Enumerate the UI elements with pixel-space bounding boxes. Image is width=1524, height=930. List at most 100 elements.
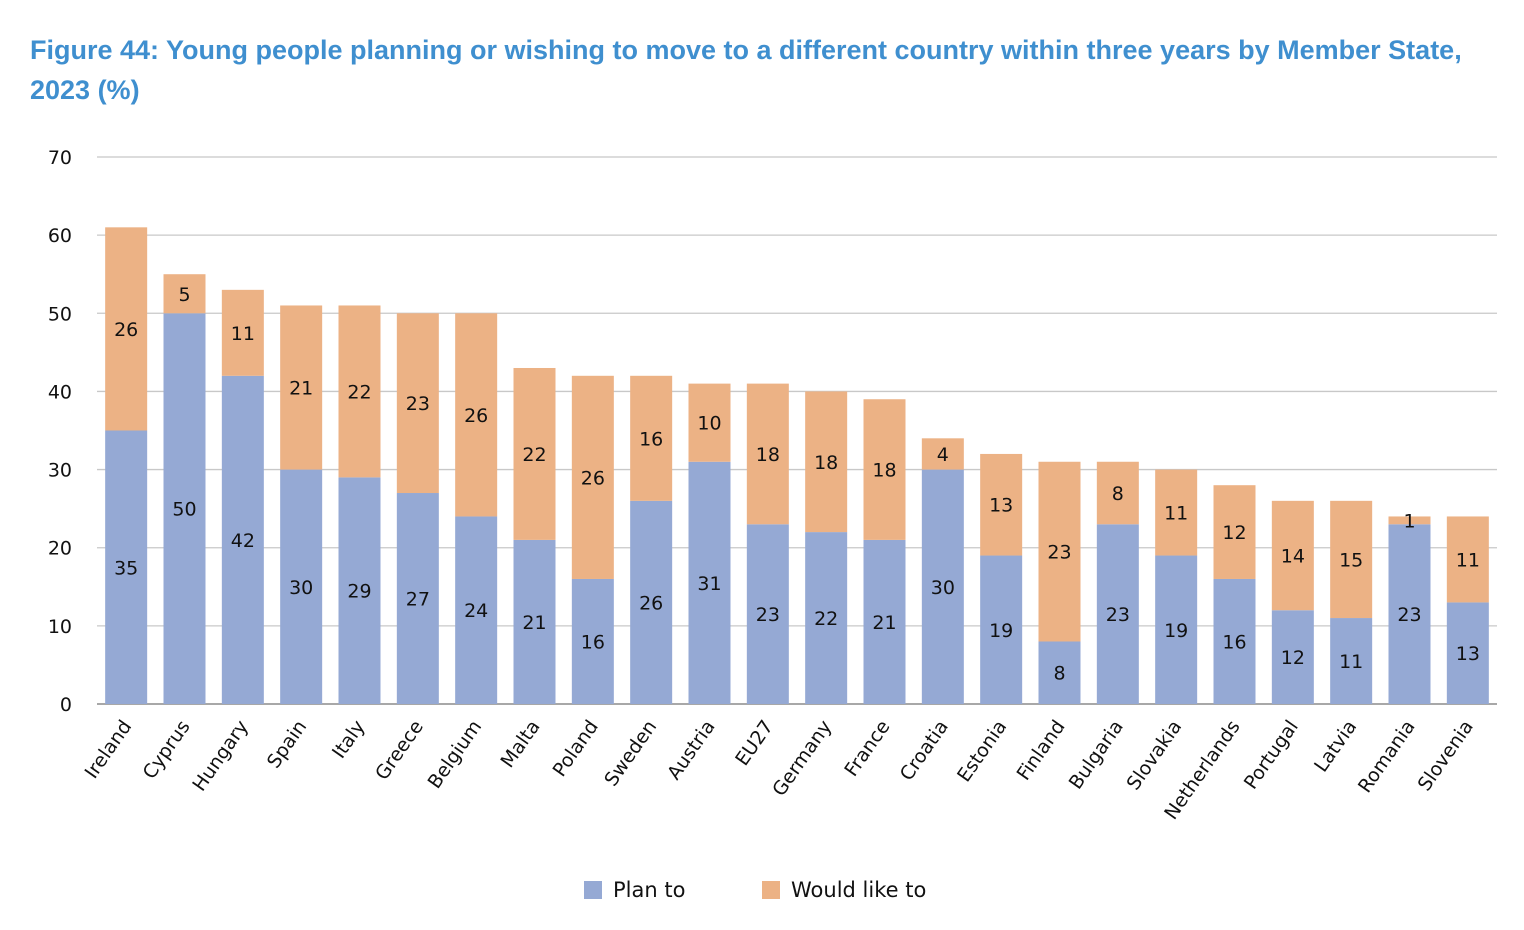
x-tick-label: France <box>840 716 894 780</box>
bar-segment-plan-to <box>1271 610 1314 704</box>
bar-segment-would-like-to <box>688 383 731 462</box>
x-tick-label: Ireland <box>81 716 137 782</box>
data-label: 8 <box>1053 663 1065 685</box>
y-tick-label: 0 <box>60 694 72 716</box>
bar-segment-plan-to <box>513 539 556 704</box>
x-tick-label: Malta <box>497 716 545 772</box>
data-label: 12 <box>1222 522 1246 544</box>
bar-segment-plan-to <box>280 469 323 704</box>
data-label: 35 <box>114 557 138 579</box>
x-tick-label: Portugal <box>1240 716 1303 793</box>
data-label: 26 <box>639 592 663 614</box>
data-label: 23 <box>1047 542 1071 564</box>
bar-segment-plan-to <box>571 578 614 704</box>
x-tick-label: Romania <box>1354 716 1420 797</box>
x-tick-label: Estonia <box>953 716 1011 786</box>
bar-segment-plan-to <box>1155 555 1198 704</box>
data-labels: 3526505421130212922272324262122162626163… <box>114 284 1480 685</box>
data-label: 30 <box>931 577 955 599</box>
data-label: 31 <box>697 573 721 595</box>
data-label: 18 <box>872 460 896 482</box>
data-label: 29 <box>347 581 371 603</box>
data-label: 16 <box>581 631 605 653</box>
bar-segment-plan-to <box>688 461 731 704</box>
data-label: 26 <box>581 467 605 489</box>
data-label: 26 <box>114 319 138 341</box>
data-label: 13 <box>1456 643 1480 665</box>
bar-segment-would-like-to <box>396 313 439 494</box>
bar-segment-would-like-to <box>1155 469 1198 556</box>
data-label: 16 <box>1222 631 1246 653</box>
bar-segment-would-like-to <box>455 313 498 517</box>
data-label: 11 <box>1164 503 1188 525</box>
data-label: 23 <box>1397 604 1421 626</box>
data-label: 22 <box>814 608 838 630</box>
data-label: 50 <box>172 499 196 521</box>
data-label: 18 <box>814 452 838 474</box>
data-label: 11 <box>231 323 255 345</box>
data-label: 19 <box>989 620 1013 642</box>
data-label: 22 <box>347 381 371 403</box>
bar-segment-would-like-to <box>863 399 906 540</box>
y-tick-label: 40 <box>48 381 72 403</box>
bar-segment-plan-to <box>105 430 148 704</box>
data-label: 15 <box>1339 549 1363 571</box>
y-tick-label: 10 <box>48 616 72 638</box>
legend-label: Plan to <box>613 878 685 902</box>
data-label: 22 <box>522 444 546 466</box>
bar-segment-plan-to <box>1388 524 1431 704</box>
bar-segment-would-like-to <box>571 375 614 579</box>
data-label: 4 <box>937 444 949 466</box>
x-tick-label: Croatia <box>896 716 953 785</box>
x-tick-label: Sweden <box>600 716 661 790</box>
data-label: 27 <box>406 589 430 611</box>
bar-segment-plan-to <box>1446 602 1489 704</box>
bar-segment-plan-to <box>805 532 848 704</box>
x-tick-label: Italy <box>328 716 370 762</box>
y-tick-label: 50 <box>48 303 72 325</box>
legend: Plan to Would like to <box>584 878 926 902</box>
data-label: 11 <box>1456 549 1480 571</box>
bar-segment-plan-to <box>980 555 1023 704</box>
bar-segment-would-like-to <box>805 391 848 533</box>
data-label: 30 <box>289 577 313 599</box>
legend-swatch <box>584 881 602 899</box>
bar-segment-plan-to <box>396 493 439 704</box>
bar-segment-would-like-to <box>921 438 964 470</box>
bar-segment-would-like-to <box>513 367 556 540</box>
bar-segment-would-like-to <box>1271 500 1314 611</box>
bar-segment-would-like-to <box>980 453 1023 556</box>
x-tick-label: Spain <box>263 716 311 772</box>
x-tick-label: Belgium <box>424 716 487 792</box>
bar-segment-would-like-to <box>1096 461 1139 525</box>
data-label: 10 <box>697 413 721 435</box>
bar-segment-would-like-to <box>1038 461 1081 642</box>
bar-segment-would-like-to <box>746 383 789 525</box>
bar-segment-would-like-to <box>163 274 206 314</box>
bar-segment-plan-to <box>1213 578 1256 704</box>
bar-segment-would-like-to <box>1388 516 1431 525</box>
bars <box>105 227 1489 704</box>
data-label: 26 <box>464 405 488 427</box>
x-tick-label: Latvia <box>1310 716 1361 776</box>
data-label: 19 <box>1164 620 1188 642</box>
data-label: 21 <box>872 612 896 634</box>
data-label: 5 <box>178 284 190 306</box>
x-tick-label: Slovenia <box>1414 716 1478 795</box>
bar-segment-plan-to <box>746 524 789 704</box>
y-axis-ticks: 0 10 20 30 40 50 60 70 <box>48 147 72 716</box>
y-tick-label: 20 <box>48 538 72 560</box>
bar-segment-plan-to <box>338 477 381 704</box>
bar-segment-plan-to <box>1096 524 1139 704</box>
bar-segment-plan-to <box>1038 641 1081 704</box>
x-tick-label: Poland <box>549 716 603 781</box>
data-label: 21 <box>522 612 546 634</box>
data-label: 12 <box>1281 647 1305 669</box>
data-label: 24 <box>464 600 488 622</box>
x-tick-label: Greece <box>371 716 428 784</box>
bar-segment-plan-to <box>630 500 673 704</box>
bar-segment-would-like-to <box>1446 516 1489 603</box>
legend-swatch <box>762 881 780 899</box>
